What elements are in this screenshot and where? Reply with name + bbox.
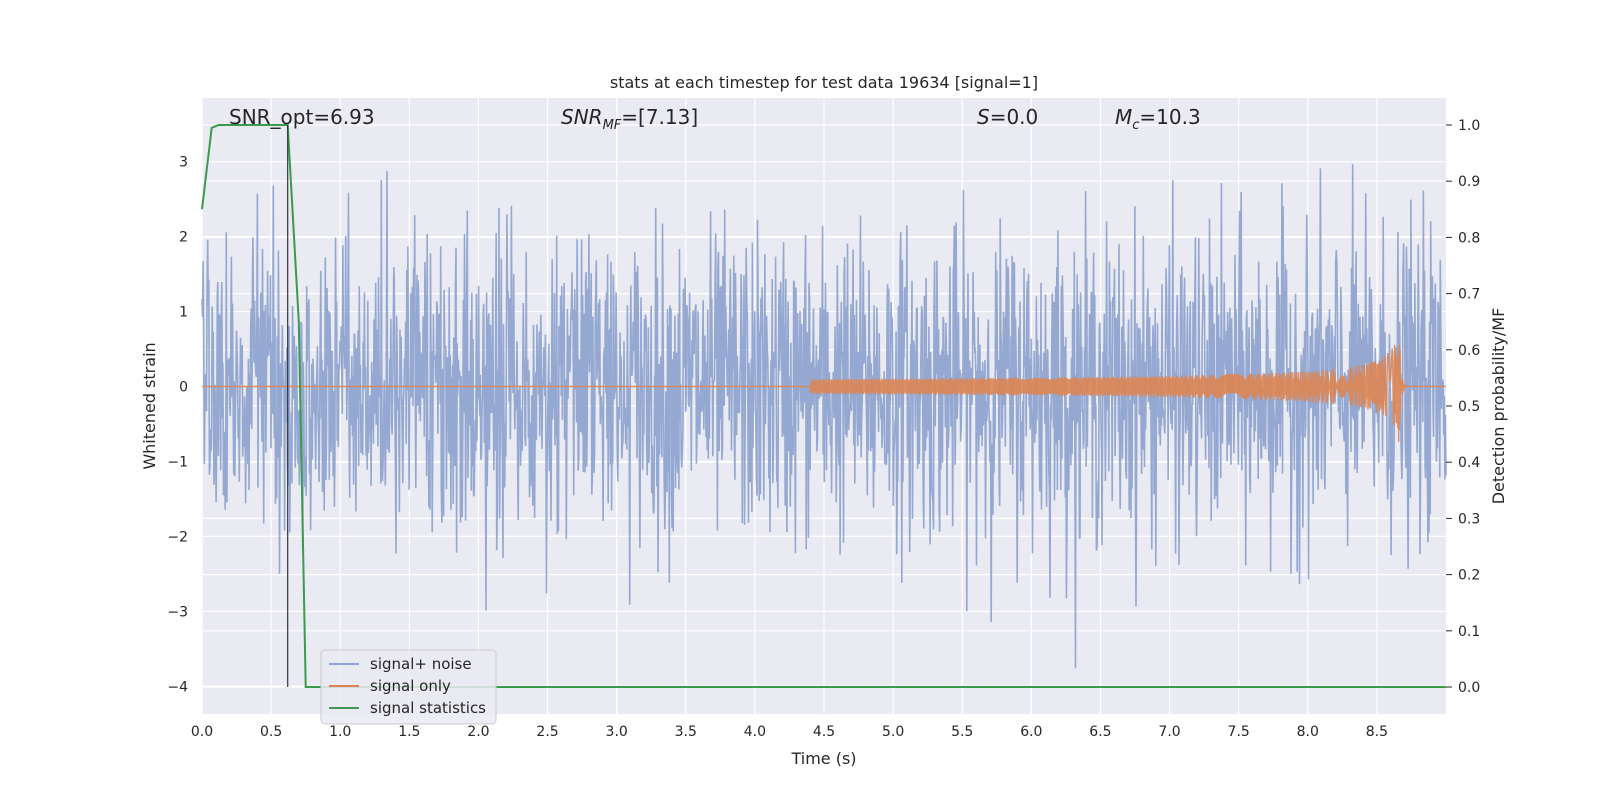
right-y-tick-label: 0.1 xyxy=(1458,624,1480,640)
x-tick-label: 7.0 xyxy=(1158,724,1180,740)
x-tick-label: 8.0 xyxy=(1297,724,1319,740)
snr-mf-annotation: SNRMF=[7.13] xyxy=(561,105,698,133)
x-tick-label: 6.5 xyxy=(1089,724,1111,740)
right-y-tick-label: 0.9 xyxy=(1458,174,1480,190)
snr-opt-annotation: SNR_opt=6.93 xyxy=(229,105,375,129)
snr-mf-value: =[7.13] xyxy=(621,105,698,129)
s-value: =0.0 xyxy=(990,105,1039,129)
legend-label-noise: signal+ noise xyxy=(370,655,472,673)
x-tick-label: 6.0 xyxy=(1020,724,1042,740)
x-tick-label: 4.5 xyxy=(813,724,835,740)
legend-label-signal: signal only xyxy=(370,677,451,695)
left-y-tick-label: −4 xyxy=(167,679,188,695)
x-tick-label: 2.0 xyxy=(467,724,489,740)
left-y-tick-label: −2 xyxy=(167,529,188,545)
mc-sub: c xyxy=(1132,118,1139,133)
x-tick-label: 1.5 xyxy=(398,724,420,740)
legend: signal+ noise signal only signal statist… xyxy=(320,649,497,725)
right-y-tick-label: 0.4 xyxy=(1458,455,1480,471)
x-tick-label: 2.5 xyxy=(536,724,558,740)
legend-box xyxy=(320,649,497,725)
x-tick-label: 5.0 xyxy=(882,724,904,740)
left-y-tick-label: 1 xyxy=(179,305,188,321)
signal-series xyxy=(202,344,1446,442)
right-y-tick-label: 0.5 xyxy=(1458,399,1480,415)
left-y-tick-label: 0 xyxy=(179,380,188,396)
x-tick-label: 8.5 xyxy=(1366,724,1388,740)
left-y-tick-label: −1 xyxy=(167,454,188,470)
right-y-tick-label: 0.6 xyxy=(1458,343,1480,359)
right-y-tick-label: 0.8 xyxy=(1458,230,1480,246)
x-tick-label: 4.0 xyxy=(744,724,766,740)
right-y-tick-label: 0.3 xyxy=(1458,511,1480,527)
x-axis: 0.0 0.5 1.0 1.5 2.0 2.5 3.0 3.5 4.0 4.5 5.0 5.5 6.0 6… xyxy=(191,724,1388,740)
x-tick-label: 3.0 xyxy=(606,724,628,740)
legend-label-statistic: signal statistics xyxy=(370,699,486,717)
x-axis-label: Time (s) xyxy=(790,749,856,768)
x-tick-label: 0.0 xyxy=(191,724,213,740)
signal-line xyxy=(202,344,1446,442)
statistic-line xyxy=(201,124,1446,688)
right-y-tick-label: 0.7 xyxy=(1458,287,1480,303)
x-tick-label: 5.5 xyxy=(951,724,973,740)
left-y-axis-label: Whitened strain xyxy=(140,342,159,469)
s-annotation: S=0.0 xyxy=(977,105,1038,129)
x-tick-label: 3.5 xyxy=(675,724,697,740)
right-y-axis-label: Detection probability/MF xyxy=(1489,308,1508,505)
snr-mf-sub: MF xyxy=(603,118,622,133)
left-y-axis: −4 −3 −2 −1 0 1 2 3 xyxy=(167,155,188,696)
annotations: SNR_opt=6.93 SNRMF=[7.13] S=0.0 Mc=10.3 xyxy=(229,105,1201,133)
x-tick-label: 0.5 xyxy=(260,724,282,740)
right-y-axis: 0.0 0.1 0.2 0.3 0.4 0.5 0.6 0.7 0.8 0.9 1.0 xyxy=(1446,118,1480,696)
snr-mf-prefix: SNR xyxy=(561,105,603,129)
mc-value: =10.3 xyxy=(1139,105,1200,129)
left-y-tick-label: 3 xyxy=(179,155,188,171)
right-y-tick-label: 1.0 xyxy=(1458,118,1480,134)
x-tick-label: 7.5 xyxy=(1228,724,1250,740)
statistic-series xyxy=(201,124,1446,688)
chart-title: stats at each timestep for test data 196… xyxy=(610,73,1038,92)
left-y-tick-label: −3 xyxy=(167,604,188,620)
mc-annotation: Mc=10.3 xyxy=(1115,105,1201,133)
right-y-tick-label: 0.2 xyxy=(1458,568,1480,584)
mc-symbol: M xyxy=(1115,105,1132,129)
right-y-tick-label: 0.0 xyxy=(1458,680,1480,696)
x-tick-label: 1.0 xyxy=(329,724,351,740)
left-y-tick-label: 2 xyxy=(179,230,188,246)
s-symbol: S xyxy=(977,105,990,129)
